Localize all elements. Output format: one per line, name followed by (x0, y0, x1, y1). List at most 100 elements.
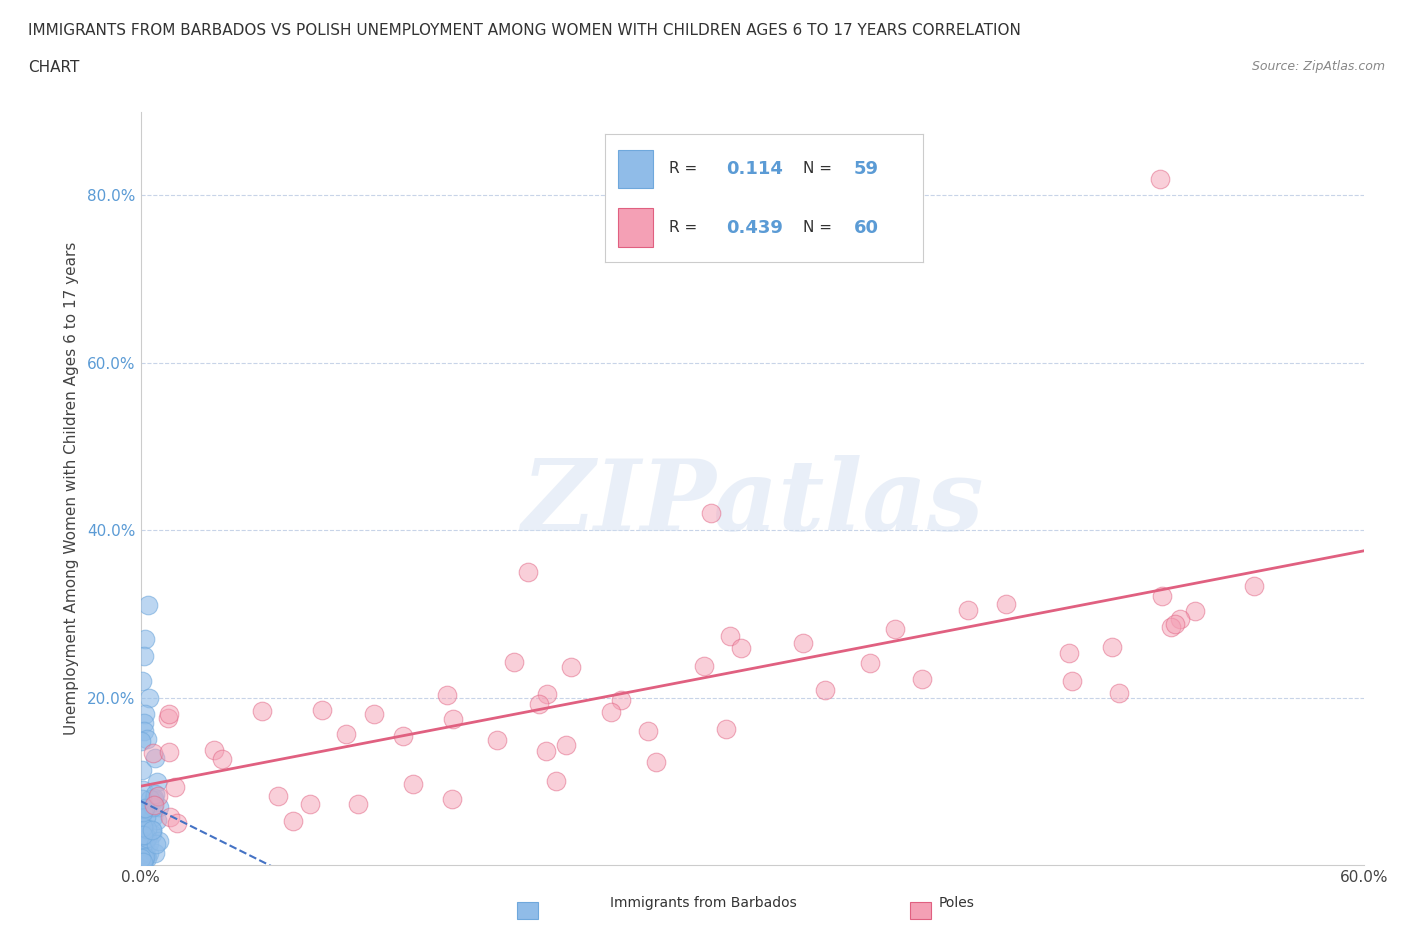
Point (956, 603, 979, 618)
Point (132, 805, 155, 820)
Point (609, 692, 631, 707)
Point (132, 818, 155, 833)
Point (129, 846, 152, 861)
Point (347, 796, 370, 811)
Text: IMMIGRANTS FROM BARBADOS VS POLISH UNEMPLOYMENT AMONG WOMEN WITH CHILDREN AGES 6: IMMIGRANTS FROM BARBADOS VS POLISH UNEMP… (28, 23, 1021, 38)
Point (143, 792, 166, 807)
Point (141, 823, 163, 838)
Point (138, 845, 160, 860)
Point (645, 754, 668, 769)
Point (283, 814, 305, 829)
Point (1149, 171, 1171, 186)
Point (166, 816, 188, 830)
Point (134, 828, 156, 843)
Point (546, 774, 568, 789)
Point (1150, 589, 1173, 604)
Point (135, 809, 157, 824)
Point (148, 800, 170, 815)
Point (131, 838, 153, 853)
Point (134, 835, 156, 850)
Point (884, 621, 907, 636)
Point (135, 732, 157, 747)
Point (131, 791, 153, 806)
Point (132, 837, 155, 852)
Point (402, 777, 425, 791)
Point (141, 826, 163, 841)
Text: Source: ZipAtlas.com: Source: ZipAtlas.com (1251, 60, 1385, 73)
Point (440, 791, 463, 806)
Point (157, 706, 180, 721)
Point (202, 742, 225, 757)
Point (159, 809, 181, 824)
Point (145, 836, 167, 851)
Point (146, 789, 169, 804)
Point (792, 636, 814, 651)
Point (637, 724, 659, 738)
Point (165, 780, 187, 795)
Point (142, 746, 165, 761)
Point (441, 711, 464, 726)
Point (134, 849, 156, 864)
Point (1243, 578, 1265, 593)
Point (136, 598, 159, 613)
Point (502, 655, 524, 670)
Point (132, 819, 155, 834)
Point (138, 835, 160, 850)
Point (560, 659, 582, 674)
Point (134, 833, 156, 848)
Point (138, 690, 160, 705)
Point (486, 733, 509, 748)
Point (1184, 604, 1206, 618)
Point (136, 831, 159, 846)
Point (131, 851, 153, 866)
Point (311, 703, 333, 718)
Point (814, 683, 837, 698)
Point (148, 833, 170, 848)
Point (143, 798, 166, 813)
Point (392, 728, 415, 743)
Point (718, 628, 741, 643)
Text: Immigrants from Barbados: Immigrants from Barbados (610, 896, 796, 910)
Point (131, 763, 153, 777)
Point (134, 631, 156, 646)
Point (134, 834, 156, 849)
Point (298, 797, 321, 812)
Point (131, 673, 153, 688)
Point (211, 751, 233, 766)
Point (132, 855, 155, 870)
Point (157, 745, 180, 760)
Point (134, 707, 156, 722)
Point (132, 802, 155, 817)
Point (1059, 646, 1081, 661)
Point (143, 790, 166, 805)
Point (1101, 639, 1123, 654)
Point (1168, 612, 1191, 627)
Point (146, 774, 169, 789)
Point (859, 656, 882, 671)
Point (335, 727, 357, 742)
Text: ZIPatlas: ZIPatlas (522, 455, 983, 551)
Point (135, 847, 157, 862)
Point (693, 658, 716, 673)
Text: CHART: CHART (28, 60, 80, 75)
Point (139, 791, 162, 806)
Point (131, 855, 153, 870)
Point (142, 810, 165, 825)
Point (1160, 620, 1182, 635)
Point (1164, 617, 1187, 631)
Point (135, 821, 157, 836)
Point (252, 703, 274, 718)
Point (157, 711, 180, 725)
Point (141, 822, 163, 837)
Point (131, 803, 153, 817)
Point (529, 697, 551, 711)
Point (132, 854, 155, 869)
Point (134, 842, 156, 857)
Point (131, 806, 153, 821)
Point (436, 687, 458, 702)
Point (714, 722, 737, 737)
Y-axis label: Unemployment Among Women with Children Ages 6 to 17 years: Unemployment Among Women with Children A… (63, 242, 79, 735)
Point (132, 782, 155, 797)
Point (143, 751, 166, 765)
Text: Poles: Poles (938, 896, 974, 910)
